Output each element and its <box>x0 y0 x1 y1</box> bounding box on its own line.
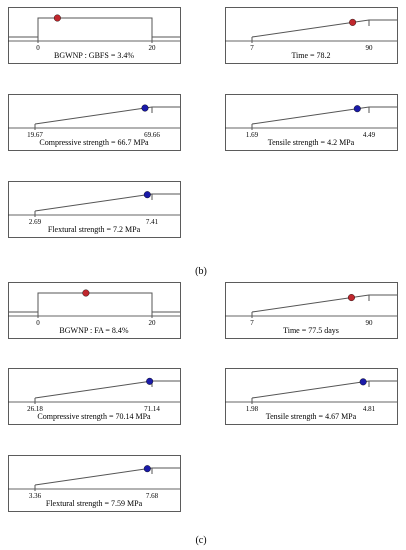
panel-b-4: 1.69 4.49 Tensile strength = 4.2 MPa <box>225 94 398 151</box>
x-tick-label: 3.36 <box>29 492 42 500</box>
panel-label-b: (b) <box>195 266 207 277</box>
panel-caption: Time = 78.2 <box>291 51 330 60</box>
optimum-marker <box>359 378 367 386</box>
x-tick-label: 26.18 <box>27 405 43 413</box>
panel-frame <box>8 368 181 425</box>
optimum-marker <box>347 294 355 302</box>
x-tick-label: 20 <box>149 319 157 327</box>
panel-frame <box>8 94 181 151</box>
panel-caption: Compressive strength = 66.7 MPa <box>39 138 149 147</box>
x-tick-label: 4.49 <box>363 131 376 139</box>
optimum-marker <box>53 14 61 22</box>
optimum-marker <box>82 289 90 297</box>
panel-frame <box>8 181 181 238</box>
x-tick-label: 7 <box>250 44 254 52</box>
panels: 0 20 BGWNP : GBFS = 3.4% 7 90 Time = 78.2 19.6… <box>8 7 398 512</box>
panel-frame <box>225 368 398 425</box>
response-curve <box>8 17 180 38</box>
x-tick-label: 7.41 <box>146 218 159 226</box>
optimum-marker <box>143 191 151 199</box>
optimum-marker <box>353 105 361 113</box>
panel-frame <box>8 455 181 512</box>
x-tick-label: 1.98 <box>246 405 259 413</box>
x-tick-label: 69.66 <box>144 131 160 139</box>
x-tick-label: 7.68 <box>146 492 159 500</box>
panel-caption: Flextural strength = 7.2 MPa <box>48 225 141 234</box>
x-tick-label: 4.81 <box>363 405 376 413</box>
x-tick-label: 1.69 <box>246 131 259 139</box>
x-tick-label: 7 <box>250 319 254 327</box>
x-tick-label: 90 <box>366 44 374 52</box>
panel-c-2: 7 90 Time = 77.5 days <box>225 282 398 339</box>
panel-frame <box>225 282 398 339</box>
x-tick-label: 90 <box>366 319 374 327</box>
response-curve <box>8 292 180 313</box>
panel-c-4: 1.98 4.81 Tensile strength = 4.67 MPa <box>225 368 398 425</box>
optimum-marker <box>141 104 149 112</box>
optimum-marker <box>349 18 357 26</box>
x-tick-label: 2.69 <box>29 218 42 226</box>
x-tick-label: 0 <box>36 319 40 327</box>
panel-caption: Flextural strength = 7.59 MPa <box>46 499 143 508</box>
panel-frame <box>225 94 398 151</box>
panel-caption: BGWNP : GBFS = 3.4% <box>54 51 134 60</box>
panel-caption: Compressive strength = 70.14 MPa <box>37 412 151 421</box>
panel-caption: Time = 77.5 days <box>283 326 339 335</box>
panel-caption: BGWNP : FA = 8.4% <box>59 326 129 335</box>
panel-b-2: 7 90 Time = 78.2 <box>225 7 398 64</box>
panel-frame <box>225 7 398 64</box>
x-tick-label: 0 <box>36 44 40 52</box>
panel-label-c: (c) <box>195 535 206 546</box>
panel-caption: Tensile strength = 4.67 MPa <box>266 412 357 421</box>
x-tick-label: 20 <box>149 44 157 52</box>
panel-b-1: 0 20 BGWNP : GBFS = 3.4% <box>8 7 181 64</box>
panel-b-5: 2.69 7.41 Flextural strength = 7.2 MPa <box>8 181 181 238</box>
optimum-marker <box>146 377 154 385</box>
optimum-marker <box>143 465 151 473</box>
x-tick-label: 71.14 <box>144 405 160 413</box>
x-tick-label: 19.67 <box>27 131 43 139</box>
panel-c-1: 0 20 BGWNP : FA = 8.4% <box>8 282 181 339</box>
panel-caption: Tensile strength = 4.2 MPa <box>268 138 355 147</box>
